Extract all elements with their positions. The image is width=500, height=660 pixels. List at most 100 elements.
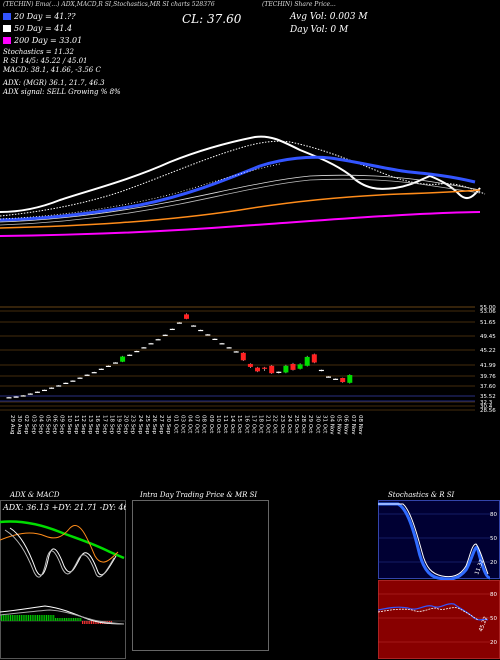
ma50-label: 50 Day = 41.4 <box>14 24 73 33</box>
candle <box>184 313 189 320</box>
legend-ma20: 20 Day = 41.?? <box>3 12 76 21</box>
date-tick-label: 03 Oct <box>179 415 185 434</box>
date-tick-label: 03 Sep <box>30 415 36 435</box>
candle-body <box>176 322 182 324</box>
candle-body <box>148 343 154 345</box>
date-tick-label: 13 Sep <box>87 415 93 435</box>
candle-body <box>340 378 346 383</box>
price-tick-label: 55.00 <box>480 305 496 311</box>
date-tick-label: 05 Nov <box>336 415 342 435</box>
price-tick-label: 28.56 <box>480 408 496 414</box>
macd-bar <box>44 615 46 621</box>
stoch-value: 11.32 <box>474 559 485 576</box>
macd-bar <box>2 615 4 621</box>
stoch-tick-50: 50 <box>490 536 497 542</box>
intraday-panel-title: Intra Day Trading Price & MR SI <box>140 491 258 499</box>
candle <box>105 365 111 367</box>
macd-bar <box>76 618 78 621</box>
date-tick-label: 23 Oct <box>279 415 285 434</box>
macd-bar <box>1 615 3 621</box>
candle-body <box>283 365 289 373</box>
candle-body <box>262 367 268 369</box>
adx-white-line-1 <box>9 527 117 576</box>
macd-bar <box>87 621 89 624</box>
price-tick-label: 39.76 <box>480 374 496 380</box>
stoch-tick-20: 20 <box>490 560 497 566</box>
candle <box>34 391 40 393</box>
candle <box>347 374 353 384</box>
candle <box>283 364 289 374</box>
stoch-k-line <box>378 502 491 581</box>
macd-bar <box>26 615 28 621</box>
date-tick-label: 06 Nov <box>343 415 349 435</box>
candle-body <box>42 389 47 392</box>
candle-body <box>269 365 275 374</box>
avg-volume: Avg Vol: 0.003 M <box>290 12 368 22</box>
chart-title-right: (TECHIN) Share Price... <box>262 1 336 8</box>
ma200-swatch <box>3 37 11 44</box>
candle-body <box>70 380 76 382</box>
date-tick-label: 29 Oct <box>307 415 313 434</box>
date-tick-label: 19 Sep <box>116 415 122 435</box>
candle-body <box>184 314 189 319</box>
rsi-value: 45.22 <box>478 616 489 633</box>
candle-body <box>347 375 353 383</box>
candle-body <box>77 377 83 379</box>
macd-bar <box>94 621 96 624</box>
candle <box>127 354 133 356</box>
candle-body <box>318 369 324 372</box>
date-tick-label: 10 Oct <box>215 415 221 434</box>
date-tick-label: 07 Nov <box>350 415 356 435</box>
price-tick-label: 30.4 <box>480 404 493 410</box>
candle <box>49 387 55 389</box>
macd-bar <box>31 615 33 621</box>
macd-bar <box>64 618 66 621</box>
candle-body <box>120 356 126 362</box>
candle-body <box>333 378 339 380</box>
candle <box>120 355 126 363</box>
candle-body <box>84 374 90 376</box>
macd-bar <box>28 615 30 621</box>
candle-body <box>219 343 225 345</box>
rsi-tick-80: 80 <box>490 592 497 598</box>
intraday-panel <box>132 500 269 651</box>
legend-ma50: 50 Day = 41.4 <box>3 24 72 33</box>
rsi-tick-20: 20 <box>490 640 497 646</box>
candle <box>6 396 12 399</box>
candle <box>247 363 253 369</box>
candle-body <box>212 338 218 341</box>
candle-body <box>98 368 104 370</box>
macd-bar <box>17 615 19 621</box>
macd-bar <box>37 615 39 621</box>
adx-green-line <box>0 520 125 560</box>
ma20-label: 20 Day = 41.?? <box>14 12 76 21</box>
date-tick-label: 01 Oct <box>172 415 178 434</box>
candle-body <box>141 347 147 349</box>
date-tick-label: 10 Sep <box>66 415 72 435</box>
date-tick-label: 04 Sep <box>37 415 43 435</box>
candle <box>20 395 26 397</box>
macd-bar <box>42 615 44 621</box>
date-tick-label: 08 Nov <box>357 415 363 435</box>
macd-bar <box>67 618 69 621</box>
candle <box>219 342 225 345</box>
macd-bar <box>74 618 76 621</box>
macd-bar <box>10 615 12 621</box>
candle <box>91 371 97 374</box>
candle-body <box>162 334 168 336</box>
ma20-line <box>0 155 476 222</box>
candle <box>141 346 147 349</box>
candle <box>148 342 154 345</box>
candle-body <box>34 391 40 393</box>
candle <box>269 365 275 374</box>
adx-signal-info: ADX signal: SELL Growing % 8% <box>3 88 121 96</box>
adx-info: ADX: (MGR) 36.1, 21.7, 46.3 <box>3 79 105 87</box>
date-tick-label: 09 Sep <box>59 415 65 435</box>
candle <box>304 355 310 367</box>
stoch-tick-80: 80 <box>490 512 497 518</box>
macd-info: MACD: 38.1, 41.66, -3.56 C <box>3 66 101 74</box>
candle-body <box>105 365 111 367</box>
macd-bar <box>6 615 8 621</box>
candle <box>297 363 303 370</box>
rsi-info: R SI 14/5: 45.22 / 45.01 <box>3 57 88 65</box>
